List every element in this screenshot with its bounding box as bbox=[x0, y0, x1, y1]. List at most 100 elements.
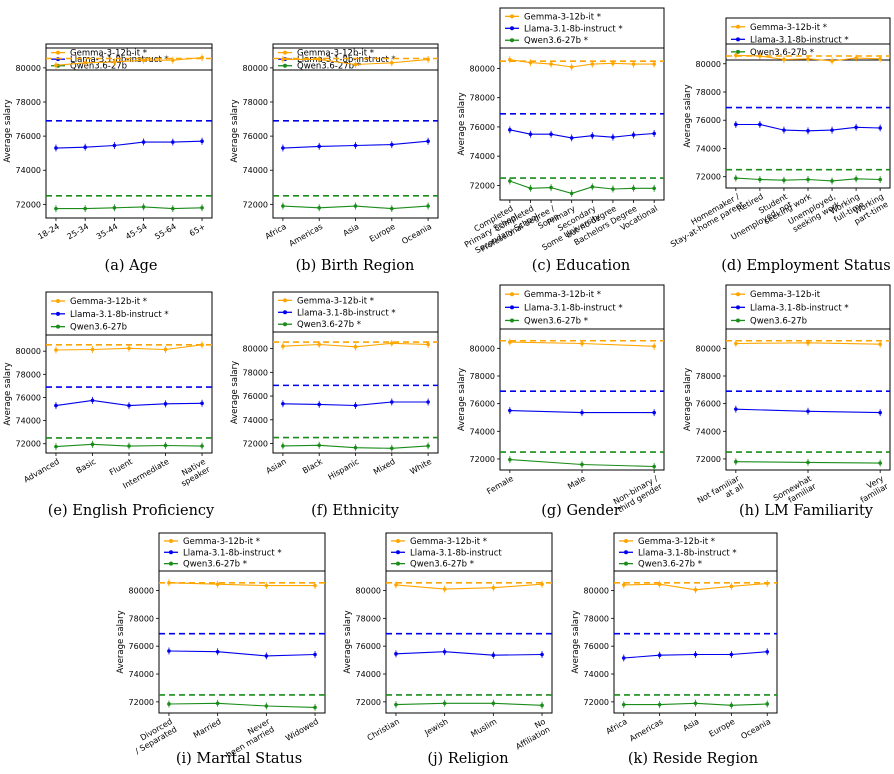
data-point bbox=[317, 402, 322, 407]
data-point bbox=[569, 191, 574, 196]
y-tick-label: 76000 bbox=[243, 132, 268, 141]
data-point bbox=[734, 53, 738, 58]
x-tick-label-line: 18-24 bbox=[36, 222, 61, 241]
x-tick-label-line: 65+ bbox=[188, 222, 207, 238]
x-tick-label-line: Americas bbox=[628, 717, 665, 743]
series-line-3 bbox=[509, 180, 655, 194]
chart-panel-9: Gemma-3-12b-it *Llama-3.1-8b-instruct * Q… bbox=[116, 532, 326, 767]
data-point bbox=[426, 139, 430, 144]
plot-frame bbox=[725, 328, 891, 471]
y-tick-label: 78000 bbox=[16, 370, 41, 379]
legend-marker-2 bbox=[283, 310, 287, 315]
x-tick-label: Basic bbox=[75, 457, 98, 475]
legend-entry-3: Qwen3.6-27b bbox=[70, 62, 127, 72]
legend-entry-1: Gemma-3-12b-it * bbox=[297, 49, 374, 59]
chart-panel-6: Gemma-3-12b-it * Llama-3.1-8b-instruct * Q… bbox=[230, 291, 439, 519]
x-tick-label: Europe bbox=[707, 717, 736, 739]
y-axis-label: Average salary bbox=[116, 610, 126, 673]
chart-panel-5: Gemma-3-12b-it * Llama-3.1-8b-instruct * Q… bbox=[3, 291, 215, 519]
x-tick-label: Europe bbox=[368, 222, 397, 244]
data-point bbox=[317, 443, 322, 448]
legend-entry-3: Qwen3.6-27b * bbox=[183, 560, 247, 570]
legend-marker-1 bbox=[736, 292, 740, 297]
data-point bbox=[353, 445, 358, 450]
legend-entry-3: Qwen3.6-27b * bbox=[638, 560, 702, 570]
y-tick-label: 76000 bbox=[584, 642, 609, 651]
data-point bbox=[390, 400, 394, 404]
series-line-1 bbox=[509, 59, 655, 68]
series-line-2 bbox=[509, 129, 655, 139]
legend-marker-3 bbox=[56, 324, 60, 329]
x-tick-label: Christian bbox=[366, 717, 401, 743]
x-tick-label-line: Married bbox=[192, 717, 223, 740]
data-point bbox=[569, 65, 574, 69]
y-tick-label: 74000 bbox=[243, 416, 268, 425]
x-tick-label-line: Muslim bbox=[469, 717, 498, 739]
data-point bbox=[611, 187, 615, 191]
y-tick-label: 72000 bbox=[16, 200, 41, 209]
legend-entry-2: Llama-3.1-8b-instruct bbox=[410, 548, 502, 558]
data-point bbox=[540, 652, 544, 657]
data-point bbox=[528, 186, 533, 191]
y-tick-label: 76000 bbox=[470, 123, 495, 132]
x-tick-label: White bbox=[408, 457, 433, 476]
y-tick-label: 78000 bbox=[470, 94, 495, 103]
data-point bbox=[167, 702, 171, 706]
data-point bbox=[264, 654, 269, 658]
data-point bbox=[426, 400, 430, 404]
chart-caption: (j) Religion bbox=[427, 751, 508, 767]
y-tick-label: 78000 bbox=[696, 88, 721, 97]
y-tick-label: 74000 bbox=[16, 417, 41, 426]
data-point bbox=[611, 135, 615, 139]
y-axis-label: Average salary bbox=[230, 99, 240, 162]
chart-panel-3: Gemma-3-12b-it * Llama-3.1-8b-instruct * Q… bbox=[457, 7, 665, 274]
legend-marker-1 bbox=[283, 50, 287, 55]
legend-entry-1: Gemma-3-12b-it * bbox=[70, 297, 147, 307]
y-tick-label: 80000 bbox=[243, 345, 268, 354]
data-point bbox=[83, 60, 87, 65]
data-point bbox=[491, 653, 496, 658]
plot-frame bbox=[725, 43, 891, 189]
x-tick-label-line: Africa bbox=[605, 717, 629, 736]
y-tick-label: 76000 bbox=[129, 642, 154, 651]
legend-entry-1: Gemma-3-12b-it * bbox=[524, 290, 601, 300]
data-point bbox=[54, 403, 58, 408]
y-axis-label: Average salary bbox=[3, 99, 13, 162]
y-tick-label: 80000 bbox=[696, 344, 721, 353]
y-tick-label: 76000 bbox=[470, 400, 495, 409]
x-tick-label: 35-44 bbox=[95, 222, 120, 241]
data-point bbox=[54, 444, 58, 449]
x-tick-label: 45-54 bbox=[124, 222, 149, 241]
chart-caption: (b) Birth Region bbox=[296, 258, 415, 274]
legend-marker-1 bbox=[169, 538, 173, 543]
data-point bbox=[528, 132, 533, 137]
data-point bbox=[631, 62, 636, 66]
data-point bbox=[200, 205, 204, 210]
data-point bbox=[353, 62, 358, 67]
chart-caption: (e) English Proficiency bbox=[48, 503, 215, 519]
legend-box bbox=[499, 284, 665, 330]
x-tick-label-line: Asian bbox=[264, 457, 287, 476]
data-point bbox=[782, 178, 786, 183]
x-tick-label-line: 25-34 bbox=[66, 222, 91, 241]
data-point bbox=[163, 347, 168, 352]
data-point bbox=[353, 204, 358, 208]
data-point bbox=[215, 582, 220, 587]
data-point bbox=[141, 140, 146, 144]
data-point bbox=[540, 582, 544, 587]
x-tick-label-line: Black bbox=[301, 457, 325, 476]
data-point bbox=[508, 340, 512, 344]
data-point bbox=[127, 444, 131, 448]
legend-entry-2: Llama-3.1-8b-instruct * bbox=[297, 55, 396, 65]
data-point bbox=[508, 57, 512, 62]
data-point bbox=[549, 62, 553, 66]
data-point bbox=[127, 346, 131, 351]
legend-entry-2: Llama-3.1-8b-instruct * bbox=[638, 548, 737, 558]
y-tick-label: 74000 bbox=[16, 166, 41, 175]
chart-panel-4: Gemma-3-12b-it * Llama-3.1-8b-instruct * Q… bbox=[669, 17, 891, 274]
chart-caption: (c) Education bbox=[532, 258, 631, 274]
data-point bbox=[652, 62, 656, 66]
x-tick-label: Advanced bbox=[22, 457, 61, 485]
y-tick-label: 78000 bbox=[696, 372, 721, 381]
data-point bbox=[215, 649, 220, 654]
